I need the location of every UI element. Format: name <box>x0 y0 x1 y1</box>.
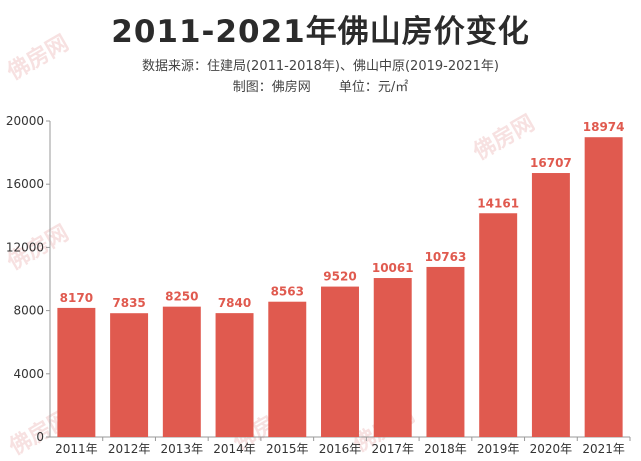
x-tick-label: 2021年 <box>582 442 625 456</box>
data-label: 16707 <box>530 156 572 170</box>
y-tick-label: 4000 <box>13 367 44 381</box>
chart-maker: 制图：佛房网 <box>232 80 311 95</box>
x-tick-label: 2014年 <box>213 442 256 456</box>
x-tick-label: 2015年 <box>266 442 309 456</box>
bar <box>57 307 96 437</box>
bar <box>531 173 570 437</box>
bar <box>321 286 359 437</box>
data-label: 18974 <box>583 120 625 134</box>
x-tick-label: 2016年 <box>319 442 362 456</box>
bar <box>268 301 307 437</box>
data-label: 14161 <box>477 196 519 210</box>
data-label: 7835 <box>112 296 145 310</box>
bar <box>373 278 412 437</box>
bar <box>479 213 518 437</box>
x-tick-label: 2013年 <box>161 442 204 456</box>
x-tick-label: 2017年 <box>371 442 414 456</box>
x-tick-label: 2018年 <box>424 442 467 456</box>
x-tick-label: 2020年 <box>530 442 573 456</box>
data-label: 8563 <box>271 285 304 299</box>
bar <box>162 306 201 437</box>
bar <box>215 313 254 437</box>
chart-title: 2011-2021年佛山房价变化 <box>111 14 530 50</box>
y-tick-label: 0 <box>36 430 44 444</box>
bar <box>426 266 465 437</box>
data-label: 9520 <box>323 270 356 284</box>
bar <box>110 313 149 437</box>
x-tick-label: 2019年 <box>477 442 520 456</box>
chart-unit: 单位：元/㎡ <box>338 80 409 95</box>
y-tick-label: 20000 <box>6 114 44 128</box>
x-tick-label: 2012年 <box>108 442 151 456</box>
data-label: 7840 <box>218 296 251 310</box>
x-tick-label: 2011年 <box>55 442 98 456</box>
chart-credits: 制图：佛房网 单位：元/㎡ <box>0 76 641 95</box>
data-label: 8170 <box>60 291 93 305</box>
bar <box>584 137 623 437</box>
y-tick-label: 12000 <box>6 240 44 254</box>
data-label: 10061 <box>372 261 414 275</box>
y-tick-label: 8000 <box>13 304 44 318</box>
data-label: 10763 <box>425 250 467 264</box>
data-label: 8250 <box>165 290 198 304</box>
chart-source: 数据来源：住建局(2011-2018年)、佛山中原(2019-2021年) <box>141 59 499 74</box>
y-tick-label: 16000 <box>6 177 44 191</box>
